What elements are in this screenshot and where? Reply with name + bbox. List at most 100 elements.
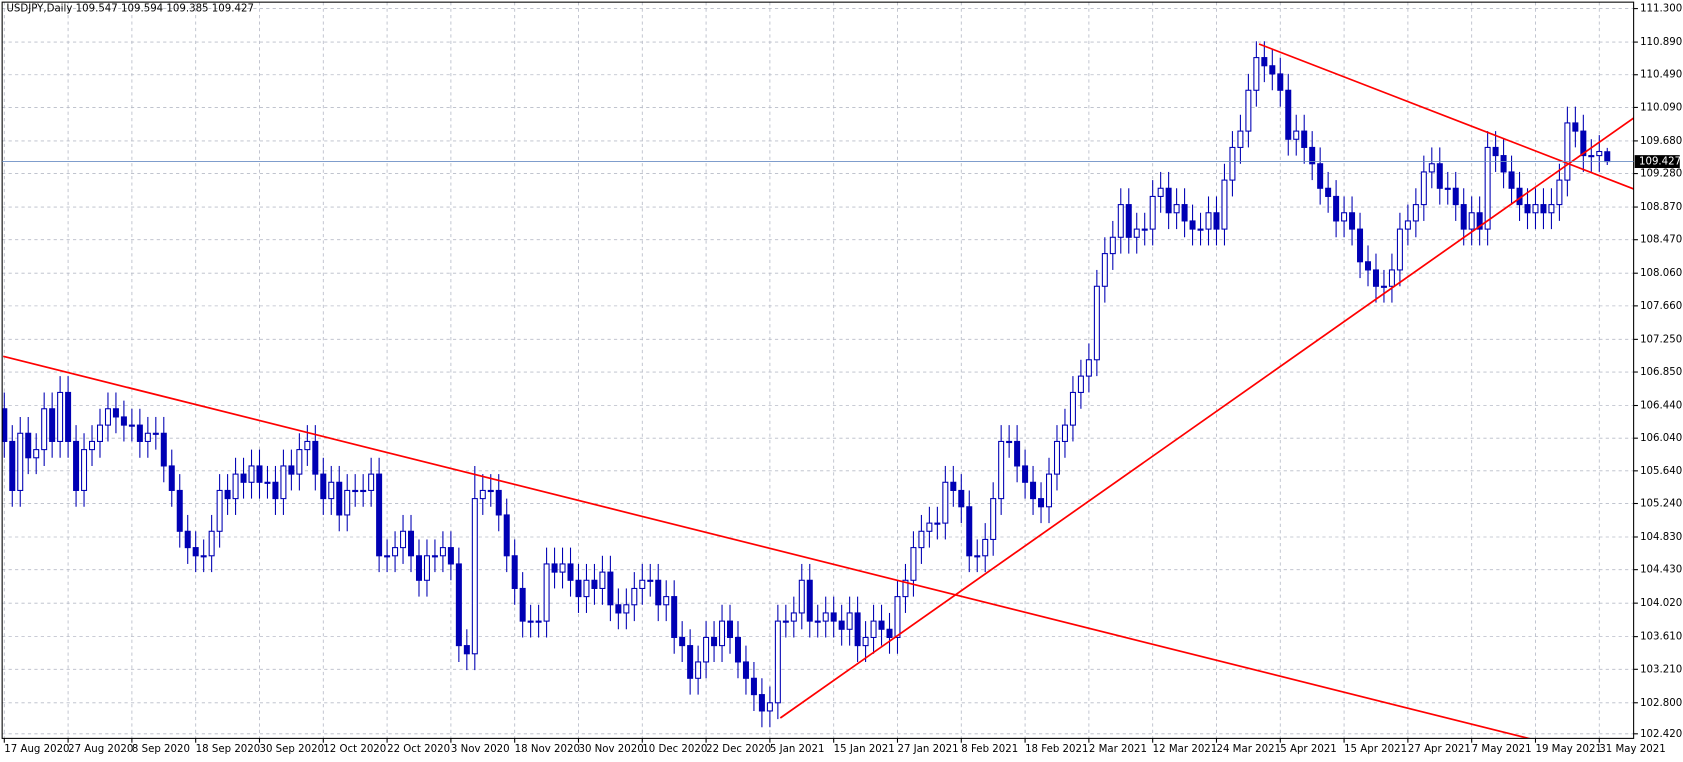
x-tick-label: 24 Mar 2021 [1216,744,1281,755]
candle-body [17,432,24,491]
candle-body [806,579,813,622]
x-tick-label: 8 Feb 2021 [961,744,1018,755]
candle-body [1117,204,1124,238]
candle-body [846,612,853,630]
x-tick-label: 31 May 2021 [1599,744,1665,755]
x-tick-label: 30 Nov 2020 [578,744,643,755]
x-tick-label: 27 Apr 2021 [1408,744,1471,755]
candle-body [894,596,901,638]
x-tick-label: 19 May 2021 [1535,744,1601,755]
header: USDJPY,Daily 109.547 109.594 109.385 109… [6,4,254,15]
candle-body [49,408,56,442]
candle-body [854,612,861,647]
candle-body [902,579,909,598]
candle-body [1221,179,1228,230]
trendline [1258,43,1634,190]
candle-body [487,489,494,493]
candle-body [615,604,622,614]
y-tick-label: 108.470 [1640,235,1682,246]
candle-body [479,489,486,500]
high-value: 109.594 [121,4,163,15]
y-tick-label: 107.660 [1640,301,1682,312]
y-tick-label: 106.440 [1640,401,1682,412]
candle-body [9,440,16,491]
y-tick-label: 109.680 [1640,136,1682,147]
candle-body [81,449,88,491]
candle-body [671,596,678,638]
trendline [779,117,1634,719]
x-tick-label: 27 Aug 2020 [68,744,133,755]
candle-body [551,563,558,573]
candle-body [352,489,359,493]
x-tick-label: 27 Jan 2021 [897,744,958,755]
candle-body [1564,122,1571,181]
candle-body [1285,89,1292,140]
candle-body [41,408,48,451]
candle-body [1038,498,1045,508]
candle-body [750,677,757,696]
candle-body [727,620,734,638]
candle-body [695,661,702,679]
candle-body [1085,359,1092,377]
candle-body [280,465,287,500]
candle-body [1053,440,1060,475]
candle-body [503,514,510,557]
candle-body [176,489,183,532]
candle-body [599,571,606,589]
candle-body [982,538,989,557]
y-tick-label: 106.850 [1640,367,1682,378]
candle-body [320,473,327,500]
candle-body [1333,195,1340,222]
candle-body [1213,212,1220,230]
x-tick-label: 8 Sep 2020 [132,744,190,755]
candle-body [1309,146,1316,165]
candle-body [57,391,64,442]
candle-body [1261,57,1268,67]
candle-body [1596,150,1603,157]
candle-body [998,440,1005,500]
candle-body [583,579,590,598]
current-price-box [1634,155,1680,169]
candle-body [240,473,247,483]
candle-body [1101,253,1108,287]
candle-body [886,628,893,638]
candle-body [1061,424,1068,442]
candle-body [862,636,869,647]
candle-body [152,432,159,435]
x-tick-label: 5 Apr 2021 [1280,744,1337,755]
candle-body [711,636,718,647]
candle-body [344,489,351,516]
candle-body [208,530,215,557]
y-tick-label: 110.090 [1640,102,1682,113]
y-tick-label: 111.300 [1640,4,1682,15]
candle-body [950,481,957,491]
candle-body [144,432,151,442]
open-value: 109.547 [76,4,118,15]
candle-body [1476,212,1483,230]
candle-body [25,432,32,459]
candle-body [384,555,391,558]
candle-body [248,465,255,483]
y-tick-label: 110.890 [1640,37,1682,48]
candle-body [734,636,741,663]
y-tick-label: 104.830 [1640,532,1682,543]
candle-body [1532,204,1539,214]
candle-body [1022,465,1029,483]
candle-body [814,620,821,623]
candle-body [216,489,223,532]
candle-body [1205,212,1212,230]
candle-body [1452,187,1459,206]
candles [2,41,1611,728]
candle-body [112,408,119,418]
candle-body [1006,440,1013,444]
candle-body [966,506,973,557]
candle-body [128,424,135,427]
candle-body [838,620,845,630]
candle-body [2,408,8,442]
trendline [3,355,1532,739]
candle-body [623,604,630,614]
candle-body [120,416,127,426]
candle-body [527,620,534,623]
candle-body [400,530,407,549]
candle-body [1436,163,1443,189]
